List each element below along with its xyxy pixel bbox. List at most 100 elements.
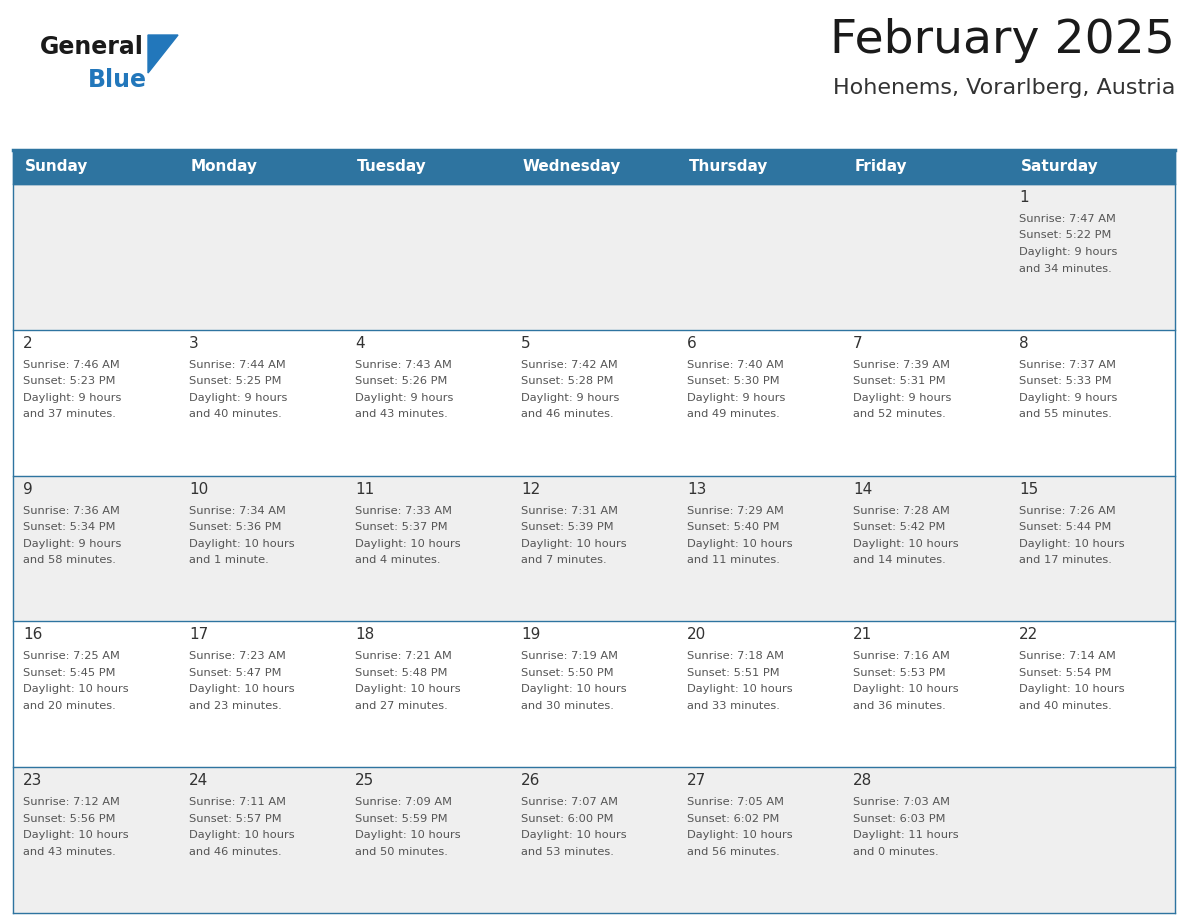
Text: and 4 minutes.: and 4 minutes. <box>355 555 441 565</box>
Text: Sunrise: 7:34 AM: Sunrise: 7:34 AM <box>189 506 286 516</box>
Text: 9: 9 <box>23 482 33 497</box>
Text: Sunset: 5:51 PM: Sunset: 5:51 PM <box>687 668 779 677</box>
Text: Daylight: 10 hours: Daylight: 10 hours <box>355 539 461 549</box>
Text: Sunrise: 7:46 AM: Sunrise: 7:46 AM <box>23 360 120 370</box>
Text: Sunset: 5:48 PM: Sunset: 5:48 PM <box>355 668 448 677</box>
Text: Sunrise: 7:36 AM: Sunrise: 7:36 AM <box>23 506 120 516</box>
Text: and 11 minutes.: and 11 minutes. <box>687 555 779 565</box>
Text: Sunrise: 7:47 AM: Sunrise: 7:47 AM <box>1019 214 1116 224</box>
Text: Sunrise: 7:21 AM: Sunrise: 7:21 AM <box>355 652 451 661</box>
Text: and 49 minutes.: and 49 minutes. <box>687 409 779 420</box>
Text: Sunset: 5:31 PM: Sunset: 5:31 PM <box>853 376 946 386</box>
Text: Monday: Monday <box>190 160 258 174</box>
Text: and 46 minutes.: and 46 minutes. <box>189 846 282 856</box>
Text: Daylight: 10 hours: Daylight: 10 hours <box>189 830 295 840</box>
Text: Sunrise: 7:07 AM: Sunrise: 7:07 AM <box>522 797 618 807</box>
Text: Sunset: 5:37 PM: Sunset: 5:37 PM <box>355 522 448 532</box>
Text: Daylight: 9 hours: Daylight: 9 hours <box>23 393 121 403</box>
Text: Friday: Friday <box>854 160 908 174</box>
Text: Wednesday: Wednesday <box>523 160 621 174</box>
Text: Sunrise: 7:42 AM: Sunrise: 7:42 AM <box>522 360 618 370</box>
Text: Sunrise: 7:31 AM: Sunrise: 7:31 AM <box>522 506 618 516</box>
Text: Sunset: 6:02 PM: Sunset: 6:02 PM <box>687 813 779 823</box>
Text: and 50 minutes.: and 50 minutes. <box>355 846 448 856</box>
Text: and 27 minutes.: and 27 minutes. <box>355 701 448 711</box>
Text: Sunset: 5:50 PM: Sunset: 5:50 PM <box>522 668 614 677</box>
Text: 27: 27 <box>687 773 706 789</box>
Text: and 20 minutes.: and 20 minutes. <box>23 701 115 711</box>
Text: 16: 16 <box>23 627 43 643</box>
Text: 14: 14 <box>853 482 872 497</box>
Bar <box>13 767 1175 913</box>
Text: Daylight: 10 hours: Daylight: 10 hours <box>853 539 959 549</box>
Text: Sunset: 5:26 PM: Sunset: 5:26 PM <box>355 376 448 386</box>
Text: Daylight: 10 hours: Daylight: 10 hours <box>853 685 959 694</box>
Text: Sunrise: 7:33 AM: Sunrise: 7:33 AM <box>355 506 451 516</box>
Text: Sunrise: 7:37 AM: Sunrise: 7:37 AM <box>1019 360 1116 370</box>
Text: Sunrise: 7:43 AM: Sunrise: 7:43 AM <box>355 360 451 370</box>
Text: Sunset: 5:45 PM: Sunset: 5:45 PM <box>23 668 115 677</box>
Text: Daylight: 11 hours: Daylight: 11 hours <box>853 830 959 840</box>
Text: Daylight: 10 hours: Daylight: 10 hours <box>522 685 626 694</box>
Text: and 58 minutes.: and 58 minutes. <box>23 555 116 565</box>
Text: and 55 minutes.: and 55 minutes. <box>1019 409 1112 420</box>
Text: Sunset: 5:56 PM: Sunset: 5:56 PM <box>23 813 115 823</box>
Text: Daylight: 10 hours: Daylight: 10 hours <box>23 685 128 694</box>
Text: Sunset: 5:44 PM: Sunset: 5:44 PM <box>1019 522 1112 532</box>
Text: 4: 4 <box>355 336 365 351</box>
Text: Saturday: Saturday <box>1020 160 1099 174</box>
Text: and 17 minutes.: and 17 minutes. <box>1019 555 1112 565</box>
Text: and 0 minutes.: and 0 minutes. <box>853 846 939 856</box>
Text: Daylight: 9 hours: Daylight: 9 hours <box>1019 247 1118 257</box>
Text: General: General <box>40 35 144 59</box>
Text: and 33 minutes.: and 33 minutes. <box>687 701 779 711</box>
Text: and 40 minutes.: and 40 minutes. <box>189 409 282 420</box>
Text: and 30 minutes.: and 30 minutes. <box>522 701 614 711</box>
Text: Sunset: 5:53 PM: Sunset: 5:53 PM <box>853 668 946 677</box>
Text: Blue: Blue <box>88 68 147 92</box>
Text: Daylight: 10 hours: Daylight: 10 hours <box>1019 539 1125 549</box>
Text: Sunset: 5:30 PM: Sunset: 5:30 PM <box>687 376 779 386</box>
Text: and 7 minutes.: and 7 minutes. <box>522 555 607 565</box>
Text: Sunrise: 7:25 AM: Sunrise: 7:25 AM <box>23 652 120 661</box>
Text: Sunset: 5:47 PM: Sunset: 5:47 PM <box>189 668 282 677</box>
Text: Daylight: 10 hours: Daylight: 10 hours <box>687 685 792 694</box>
Text: 23: 23 <box>23 773 43 789</box>
Text: Sunset: 5:33 PM: Sunset: 5:33 PM <box>1019 376 1112 386</box>
Text: and 53 minutes.: and 53 minutes. <box>522 846 614 856</box>
Text: 12: 12 <box>522 482 541 497</box>
Text: Sunrise: 7:16 AM: Sunrise: 7:16 AM <box>853 652 950 661</box>
Polygon shape <box>148 35 178 73</box>
Text: 8: 8 <box>1019 336 1029 351</box>
Text: Daylight: 9 hours: Daylight: 9 hours <box>23 539 121 549</box>
Text: 2: 2 <box>23 336 32 351</box>
Text: Daylight: 9 hours: Daylight: 9 hours <box>1019 393 1118 403</box>
Text: Sunrise: 7:26 AM: Sunrise: 7:26 AM <box>1019 506 1116 516</box>
Text: Daylight: 10 hours: Daylight: 10 hours <box>522 830 626 840</box>
Text: Daylight: 10 hours: Daylight: 10 hours <box>23 830 128 840</box>
Text: Daylight: 9 hours: Daylight: 9 hours <box>522 393 619 403</box>
Text: Daylight: 9 hours: Daylight: 9 hours <box>355 393 454 403</box>
Text: and 36 minutes.: and 36 minutes. <box>853 701 946 711</box>
Bar <box>13 476 1175 621</box>
Text: 13: 13 <box>687 482 707 497</box>
Text: Daylight: 9 hours: Daylight: 9 hours <box>853 393 952 403</box>
Bar <box>13 184 1175 330</box>
Text: Sunset: 5:59 PM: Sunset: 5:59 PM <box>355 813 448 823</box>
Text: 20: 20 <box>687 627 706 643</box>
Text: Daylight: 10 hours: Daylight: 10 hours <box>1019 685 1125 694</box>
Text: Sunrise: 7:05 AM: Sunrise: 7:05 AM <box>687 797 784 807</box>
Text: Daylight: 10 hours: Daylight: 10 hours <box>522 539 626 549</box>
Text: Sunset: 5:22 PM: Sunset: 5:22 PM <box>1019 230 1112 241</box>
Text: Sunset: 5:28 PM: Sunset: 5:28 PM <box>522 376 613 386</box>
Text: and 43 minutes.: and 43 minutes. <box>23 846 115 856</box>
Text: Daylight: 10 hours: Daylight: 10 hours <box>687 830 792 840</box>
Text: February 2025: February 2025 <box>830 18 1175 63</box>
Text: Thursday: Thursday <box>689 160 767 174</box>
Text: Hohenems, Vorarlberg, Austria: Hohenems, Vorarlberg, Austria <box>833 78 1175 98</box>
Text: Daylight: 10 hours: Daylight: 10 hours <box>355 830 461 840</box>
Text: Sunrise: 7:29 AM: Sunrise: 7:29 AM <box>687 506 784 516</box>
Text: Sunrise: 7:14 AM: Sunrise: 7:14 AM <box>1019 652 1116 661</box>
Text: and 43 minutes.: and 43 minutes. <box>355 409 448 420</box>
Text: 11: 11 <box>355 482 374 497</box>
